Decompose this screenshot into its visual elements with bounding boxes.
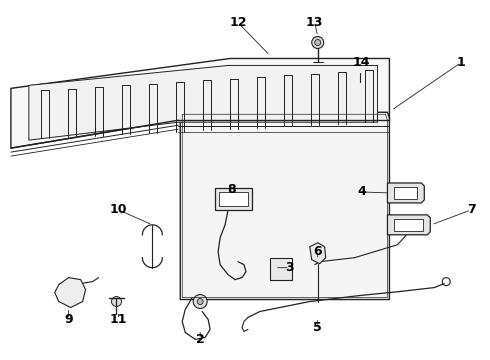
Text: 7: 7 [467,203,475,216]
Text: 4: 4 [357,185,366,198]
Text: 8: 8 [228,184,236,197]
Polygon shape [29,66,377,140]
Polygon shape [394,187,417,199]
Polygon shape [388,215,430,235]
Text: 1: 1 [457,56,465,69]
Polygon shape [55,278,86,307]
Polygon shape [394,219,423,231]
Circle shape [193,294,207,309]
Circle shape [315,40,321,45]
Text: 12: 12 [229,16,247,29]
Circle shape [197,298,203,305]
Text: 14: 14 [353,56,370,69]
Circle shape [357,67,363,73]
Circle shape [276,260,292,276]
Circle shape [280,264,288,272]
Polygon shape [219,192,248,206]
Text: 2: 2 [196,333,204,346]
Text: 9: 9 [64,313,73,326]
Polygon shape [215,188,252,210]
Text: 11: 11 [110,313,127,326]
Text: 3: 3 [286,261,294,274]
Text: 6: 6 [314,245,322,258]
Text: 13: 13 [306,16,323,29]
Polygon shape [388,183,424,203]
Polygon shape [310,243,326,264]
Text: 10: 10 [110,203,127,216]
Circle shape [312,37,324,49]
Text: 5: 5 [313,321,322,334]
Circle shape [112,297,122,306]
Polygon shape [270,258,292,280]
Polygon shape [11,58,390,148]
Polygon shape [180,112,390,300]
